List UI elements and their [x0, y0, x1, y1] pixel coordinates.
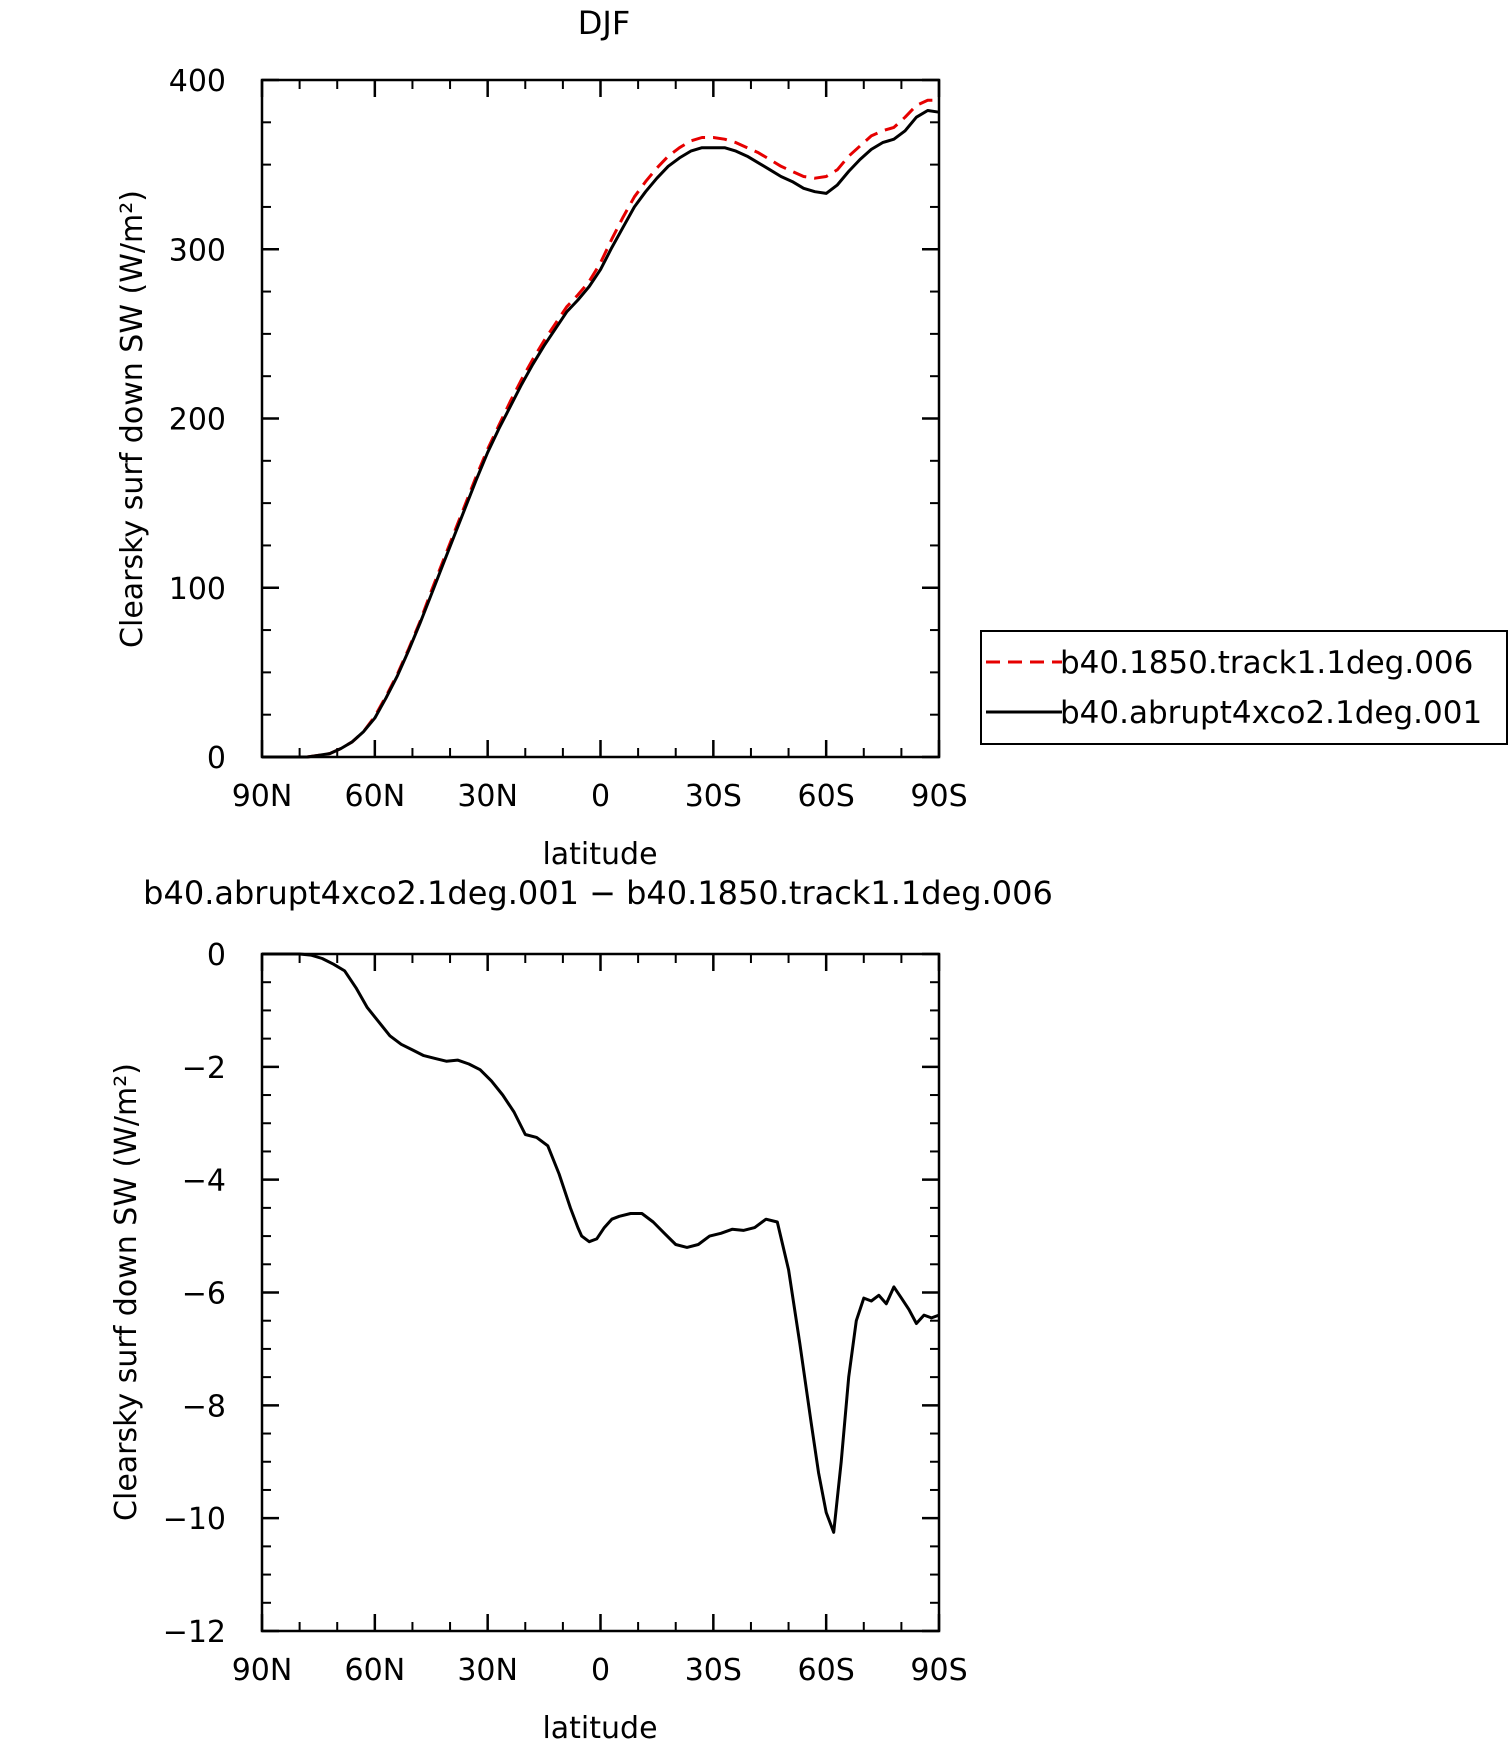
top-chart-tick-labels: 90N 60N 30N 0 30S 60S 90S 0 100 200 300 400 — [169, 64, 968, 814]
y-tick-label: 0 — [207, 741, 226, 776]
y-axis-title: Clearsky surf down SW (W/m²) — [109, 1063, 144, 1521]
x-tick-label: 90N — [232, 1653, 293, 1688]
series-line-b40-1850-track1-1deg-006 — [262, 98, 939, 759]
chart-title: DJF — [578, 4, 630, 42]
x-tick-label: 0 — [591, 1653, 610, 1688]
y-tick-label: −6 — [182, 1277, 226, 1312]
y-tick-label: −10 — [163, 1502, 226, 1537]
legend: b40.1850.track1.1deg.006 b40.abrupt4xco2… — [980, 630, 1508, 745]
bottom-chart: b40.abrupt4xco2.1deg.001 − b40.1850.trac… — [109, 874, 1053, 1743]
y-tick-label: 100 — [169, 572, 226, 607]
top-plot-frame — [260, 78, 941, 759]
x-tick-label: 0 — [591, 779, 610, 814]
x-tick-label: 90N — [232, 779, 293, 814]
x-tick-label: 90S — [910, 1653, 967, 1688]
y-tick-label: 0 — [207, 938, 226, 973]
y-tick-label: −8 — [182, 1389, 226, 1424]
x-tick-label: 60S — [798, 1653, 855, 1688]
y-tick-label: 400 — [169, 64, 226, 99]
x-tick-label: 60N — [345, 779, 406, 814]
series-line-b40-abrupt4xco2-1deg-001 — [262, 109, 940, 759]
legend-box — [980, 630, 1508, 745]
bottom-chart-tick-labels: 90N 60N 30N 0 30S 60S 90S 0 −2 −4 −6 −8 −10 −12 — [163, 938, 968, 1688]
x-axis-title: latitude — [542, 1711, 657, 1743]
y-axis-title: Clearsky surf down SW (W/m²) — [115, 190, 150, 648]
bottom-chart-ticks — [260, 952, 941, 1633]
x-tick-label: 60N — [345, 1653, 406, 1688]
x-tick-label: 30N — [457, 779, 518, 814]
x-tick-label: 60S — [798, 779, 855, 814]
difference-chart-title: b40.abrupt4xco2.1deg.001 − b40.1850.trac… — [143, 874, 1053, 912]
x-axis-title: latitude — [542, 837, 657, 872]
x-tick-label: 30N — [457, 1653, 518, 1688]
y-tick-label: −4 — [182, 1164, 226, 1199]
y-tick-label: −12 — [163, 1615, 226, 1650]
top-chart: DJF 90N 60N 30N 0 30S 60S 90S 0 100 200 300 400 lat… — [115, 4, 1508, 872]
x-tick-label: 30S — [685, 779, 742, 814]
legend-label-abrupt4xco2: b40.abrupt4xco2.1deg.001 — [1060, 695, 1482, 731]
bottom-chart-series — [262, 952, 940, 1534]
y-tick-label: −2 — [182, 1051, 226, 1086]
y-tick-label: 300 — [169, 233, 226, 268]
top-chart-ticks — [260, 78, 941, 759]
x-tick-label: 30S — [685, 1653, 742, 1688]
y-tick-label: 200 — [169, 403, 226, 438]
bottom-plot-frame — [260, 952, 941, 1633]
legend-label-control: b40.1850.track1.1deg.006 — [1060, 645, 1473, 681]
top-chart-series — [262, 98, 940, 759]
series-line-difference — [262, 952, 940, 1534]
x-tick-label: 90S — [910, 779, 967, 814]
